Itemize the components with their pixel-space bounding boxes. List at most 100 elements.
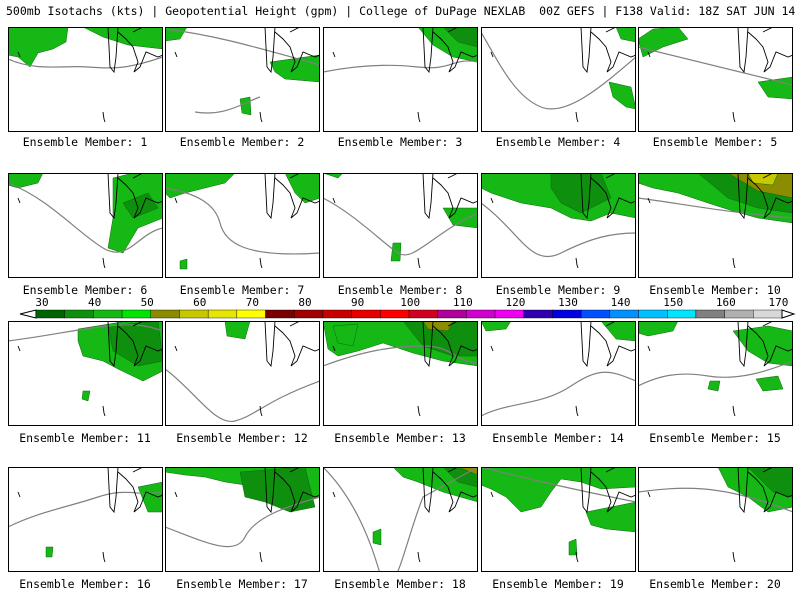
colorbar-segment — [179, 309, 209, 319]
map-svg — [8, 321, 163, 426]
panel-frame — [323, 173, 478, 278]
colorbar-segment — [552, 309, 582, 319]
ensemble-member-10-map — [638, 173, 793, 278]
panel-frame — [638, 173, 793, 278]
colorbar-segment — [265, 309, 295, 319]
coastline-fragment — [17, 491, 106, 563]
map-svg — [8, 467, 163, 572]
ensemble-member-label: Ensemble Member: 5 — [652, 135, 778, 149]
colorbar-left-arrow — [19, 309, 37, 319]
height-contour — [323, 467, 478, 572]
ensemble-member-label: Ensemble Member: 17 — [176, 577, 308, 591]
map-svg — [481, 27, 636, 132]
coastline-fragment — [174, 197, 263, 269]
wind-speed-shading — [732, 325, 793, 367]
coastline-fragment — [17, 51, 106, 123]
map-svg — [165, 173, 320, 278]
colorbar-tick-label: 160 — [715, 296, 736, 309]
wind-speed-shading — [755, 375, 784, 392]
great-lakes-outline — [264, 321, 320, 368]
ensemble-member-7-map — [165, 173, 320, 278]
panel-frame — [165, 173, 320, 278]
panel-frame — [8, 27, 163, 132]
ensemble-member-label: Ensemble Member: 9 — [495, 283, 621, 297]
ensemble-member-label: Ensemble Member: 13 — [334, 431, 466, 445]
panel-frame — [481, 321, 636, 426]
map-svg — [481, 173, 636, 278]
height-contour — [638, 46, 793, 86]
colorbar-segment — [35, 309, 65, 319]
height-contour — [8, 491, 163, 528]
height-contour — [165, 368, 320, 422]
panel-frame — [323, 467, 478, 572]
ensemble-member-6-map — [8, 173, 163, 278]
ensemble-member-label: Ensemble Member: 20 — [649, 577, 781, 591]
wind-speed-shading — [224, 321, 251, 340]
colorbar-tick-label: 30 — [35, 296, 49, 309]
panel-frame — [8, 321, 163, 426]
map-svg — [323, 173, 478, 278]
ensemble-member-8-map — [323, 173, 478, 278]
colorbar-segment — [322, 309, 352, 319]
ensemble-member-label: Ensemble Member: 1 — [22, 135, 148, 149]
wind-speed-shading — [372, 528, 382, 546]
wind-speed-shading — [585, 501, 636, 533]
map-svg — [8, 173, 163, 278]
ensemble-member-14-map — [481, 321, 636, 426]
colorbar-tick-label: 50 — [140, 296, 154, 309]
wind-speed-shading — [568, 538, 578, 556]
ensemble-member-label: Ensemble Member: 6 — [22, 283, 148, 297]
colorbar-segment — [437, 309, 467, 319]
colorbar-segment — [580, 309, 611, 319]
wind-speed-shading — [239, 96, 252, 116]
wind-speed-shading — [638, 321, 679, 337]
ensemble-member-12-map — [165, 321, 320, 426]
wind-speed-shading — [332, 323, 359, 347]
colorbar-tick-label: 70 — [245, 296, 260, 309]
ensemble-member-2-map — [165, 27, 320, 132]
colorbar-segment — [724, 309, 754, 319]
colorbar-segment — [236, 309, 266, 319]
colorbar-tick-label: 150 — [663, 296, 684, 309]
colorbar-segment — [150, 309, 180, 319]
ensemble-member-13-map — [323, 321, 478, 426]
wind-speed-shading — [481, 321, 512, 332]
height-contour — [323, 197, 478, 256]
height-contour — [8, 324, 163, 342]
map-svg — [638, 321, 793, 426]
coastline-fragment — [647, 197, 736, 269]
height-contour — [481, 467, 636, 503]
panel-frame — [165, 27, 320, 132]
panel-frame — [8, 173, 163, 278]
colorbar-tick-label: 80 — [298, 296, 312, 309]
colorbar-tick-label: 90 — [350, 296, 365, 309]
wind-speed-shading — [8, 173, 44, 189]
great-lakes-outline — [737, 27, 793, 74]
colorbar-tick-label: 100 — [400, 296, 421, 309]
ensemble-member-17-map — [165, 467, 320, 572]
ensemble-member-19-map — [481, 467, 636, 572]
colorbar-tick-label: 40 — [87, 296, 102, 309]
wind-speed-shading — [323, 173, 344, 179]
ensemble-member-label: Ensemble Member: 18 — [334, 577, 466, 591]
ensemble-member-label: Ensemble Member: 14 — [492, 431, 624, 445]
map-svg — [323, 321, 478, 426]
coastline-fragment — [490, 197, 579, 269]
coastline-fragment — [17, 197, 106, 269]
height-contour — [8, 182, 163, 253]
wind-speed-shading — [165, 173, 236, 199]
wind-speed-shading — [45, 546, 54, 558]
wind-speed-shading — [727, 173, 793, 199]
panel-frame — [481, 467, 636, 572]
map-svg — [8, 27, 163, 132]
ensemble-member-1-map — [8, 27, 163, 132]
height-contour — [638, 197, 793, 219]
wind-speed-shading — [442, 27, 478, 48]
wind-speed-shading — [137, 481, 163, 513]
colorbar-segment — [638, 309, 668, 319]
isotach-colorbar — [19, 309, 796, 319]
map-svg — [638, 173, 793, 278]
wind-speed-shading — [81, 390, 91, 402]
wind-speed-shading — [179, 258, 188, 270]
ensemble-member-18-map — [323, 467, 478, 572]
